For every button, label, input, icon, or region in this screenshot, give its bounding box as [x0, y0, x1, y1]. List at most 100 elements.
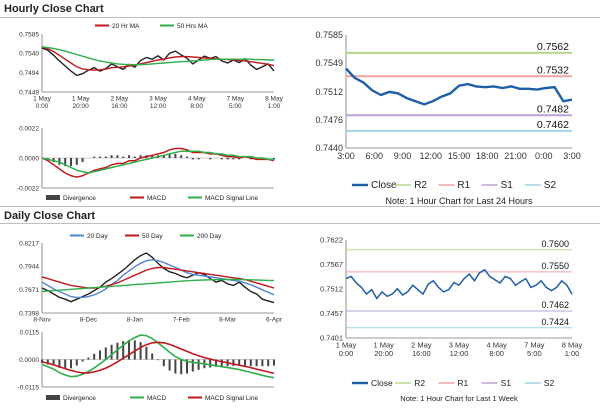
dm-ytick-label: -0.0115	[17, 384, 39, 391]
hp-xtick-label: 0:00	[36, 103, 49, 110]
hp-legend-label: 20 Hr MA	[112, 23, 140, 30]
dp-xtick-label: 8-Jan	[127, 317, 144, 324]
hm-legend-swatch	[46, 195, 60, 200]
hv-xtick-label: 6:00	[365, 151, 383, 161]
dm-ytick-label: 0.0000	[19, 357, 39, 364]
dp-ytick-label: 0.7398	[19, 310, 39, 317]
hm-ytick-label: 0.0000	[19, 155, 39, 162]
hp-ytick-label: 0.7449	[19, 89, 39, 96]
hv-ytick-label: 0.7440	[315, 143, 343, 153]
hp-xtick-label: 12:00	[150, 103, 167, 110]
dv-ytick-label: 0.7567	[320, 260, 343, 269]
dv-legend-label: S2	[544, 378, 555, 388]
hourly-title-rule	[0, 17, 600, 18]
hm-legend-label: MACD Signal Line	[205, 195, 258, 202]
hp-xtick-label: 5:00	[229, 103, 242, 110]
dp-ytick-label: 0.7944	[19, 264, 39, 271]
dv-xtick-label: 7 May	[524, 341, 545, 350]
dv-series-close	[345, 268, 573, 300]
hp-xtick-label: 16:00	[111, 103, 128, 110]
hourly-section-title: Hourly Close Chart	[4, 3, 104, 15]
dv-ytick-label: 0.7512	[320, 284, 343, 293]
dv-xtick-label: 1:00	[565, 349, 580, 358]
hp-series-50-hrs-ma	[41, 46, 274, 66]
dv-legend-label: S1	[501, 378, 512, 388]
hv-legend-label: R2	[414, 180, 427, 191]
dp-series-50-day	[41, 266, 275, 289]
hp-xtick-label: 4 May	[188, 96, 206, 103]
dp-xtick-label: 8-Mar	[219, 317, 237, 324]
dv-xtick-label: 8 May	[562, 341, 583, 350]
hp-series-close	[41, 47, 275, 77]
hp-xtick-label: 1 May	[72, 96, 90, 103]
hp-xtick-label: 3 May	[149, 96, 167, 103]
dp-xtick-label: 7-Feb	[173, 317, 190, 324]
section-divider	[0, 206, 600, 207]
dp-legend-label: 50 Day	[142, 233, 163, 240]
dv-xtick-label: 5:00	[527, 349, 542, 358]
dv-xtick-label: 1 May	[373, 341, 394, 350]
hv-series-close	[345, 67, 573, 106]
dm-legend-label: MACD	[147, 395, 166, 402]
hv-xtick-label: 3:00	[563, 151, 581, 161]
hv-legend-label: S1	[501, 180, 514, 191]
dm-ytick-label: 0.0115	[20, 329, 40, 336]
dv-level-label-s1: 0.7462	[541, 300, 569, 310]
dp-legend-label: 20 Day	[87, 233, 108, 240]
hp-xtick-label: 7 May	[226, 96, 244, 103]
dm-legend-swatch	[46, 395, 60, 400]
hm-series-macd-signal-line	[41, 150, 274, 174]
hp-legend-label: 50 Hrs MA	[177, 23, 208, 30]
hp-xtick-label: 20:00	[73, 103, 90, 110]
hv-xtick-label: 0:00	[535, 151, 553, 161]
hp-xtick-label: 1 May	[33, 96, 51, 103]
dp-series-200-day	[41, 278, 275, 293]
hp-series-20-hr-ma	[41, 46, 275, 71]
dv-xtick-label: 16:00	[412, 349, 431, 358]
dv-note: Note: 1 Hour Chart for Last 1 Week	[400, 394, 518, 403]
hv-level-label-s2: 0.7462	[537, 119, 569, 131]
hv-level-label-r1: 0.7532	[537, 64, 569, 76]
dv-ytick-label: 0.7457	[320, 309, 343, 318]
dp-ytick-label: 0.7671	[19, 287, 39, 294]
hv-level-label-s1: 0.7482	[537, 103, 569, 115]
hm-ytick-label: -0.0022	[17, 185, 39, 192]
hm-legend-label: Divergence	[63, 195, 96, 202]
dv-xtick-label: 20:00	[374, 349, 393, 358]
hv-legend-label: S2	[544, 180, 557, 191]
hv-note: Note: 1 Hour Chart for Last 24 Hours	[385, 196, 533, 206]
dv-xtick-label: 12:00	[450, 349, 469, 358]
dv-ytick-label: 0.7401	[320, 334, 343, 343]
dm-legend-label: Divergence	[63, 395, 96, 402]
hp-xtick-label: 8 May	[265, 96, 283, 103]
dv-level-label-r2: 0.7600	[541, 239, 569, 249]
dp-legend-label: 200 Day	[197, 233, 222, 240]
hv-level-label-r2: 0.7562	[537, 41, 569, 53]
dv-xtick-label: 4 May	[486, 341, 507, 350]
hv-xtick-label: 21:00	[504, 151, 527, 161]
dv-xtick-label: 8:00	[489, 349, 504, 358]
hp-ytick-label: 0.7540	[19, 50, 39, 57]
dv-legend-label: R1	[457, 378, 468, 388]
dm-series-macd-signal-line	[41, 341, 275, 375]
dv-xtick-label: 2 May	[411, 341, 432, 350]
dp-xtick-label: 8-Nov	[33, 317, 51, 324]
dv-legend-label: R2	[414, 378, 425, 388]
hv-ytick-label: 0.7585	[315, 30, 343, 40]
hv-ytick-label: 0.7512	[315, 87, 343, 97]
hv-xtick-label: 18:00	[476, 151, 499, 161]
daily-title-rule	[0, 223, 600, 224]
hp-xtick-label: 1:00	[268, 103, 281, 110]
dv-legend-label: Close	[371, 378, 393, 388]
dv-level-label-s2: 0.7424	[541, 317, 569, 327]
hv-xtick-label: 9:00	[394, 151, 412, 161]
hp-xtick-label: 8:00	[190, 103, 203, 110]
dv-xtick-label: 3 May	[449, 341, 470, 350]
hp-ytick-label: 0.7494	[19, 70, 39, 77]
dp-ytick-label: 0.8217	[19, 240, 39, 247]
